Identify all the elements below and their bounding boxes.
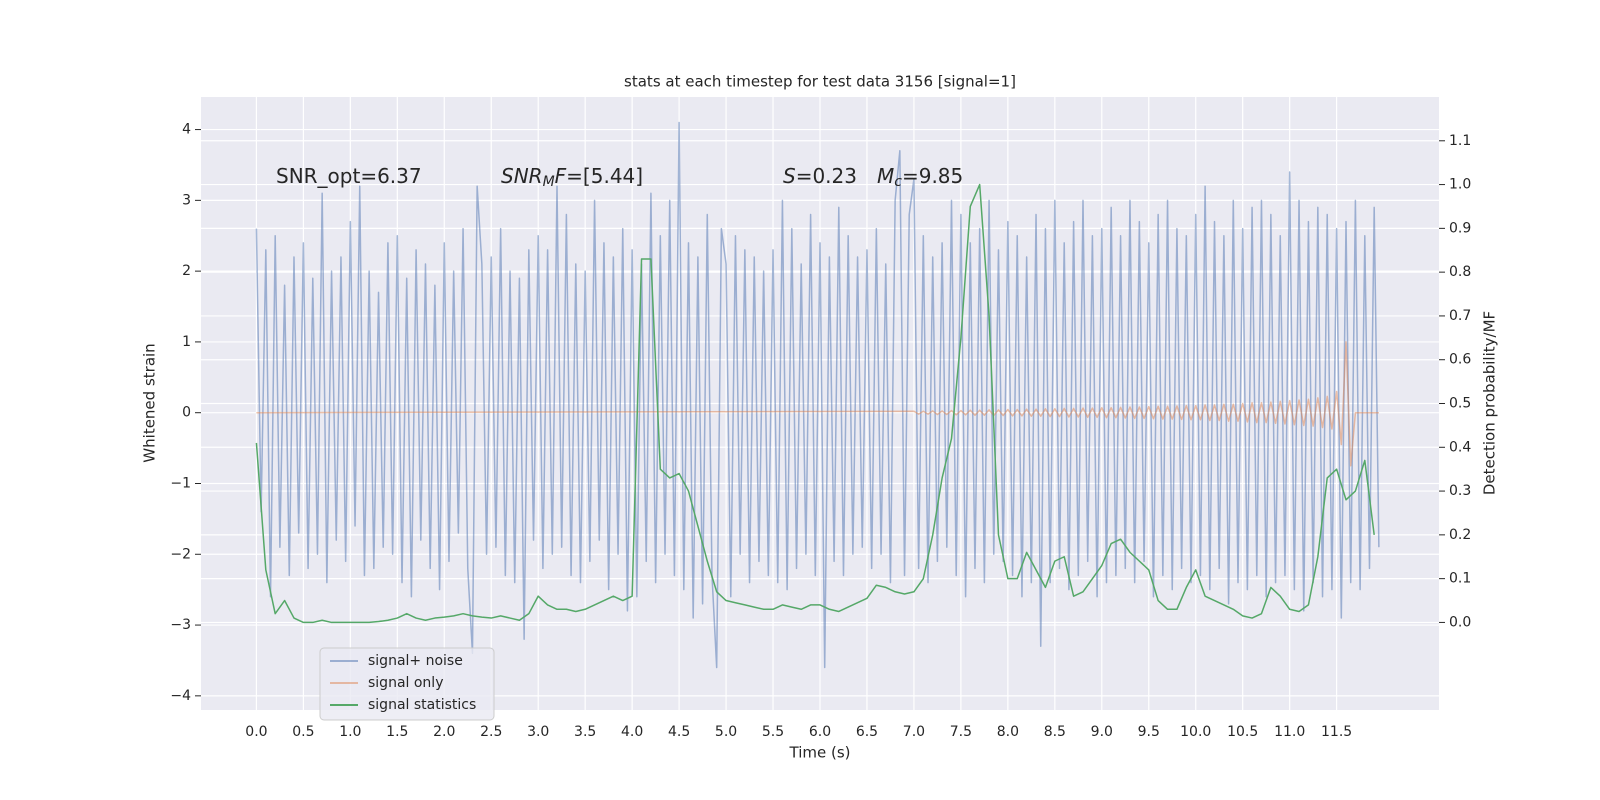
annotation: S=0.23: [783, 164, 857, 188]
legend-box: [319, 647, 495, 721]
annotation-part: M: [877, 164, 894, 188]
y2-tick-label: 0.9: [1449, 220, 1471, 236]
annotation: SNRMF=[5.44]: [501, 164, 643, 191]
y2-tick-label: 0.1: [1449, 571, 1471, 587]
x-tick-label: 9.0: [1091, 724, 1113, 740]
x-tick-label: 2.5: [480, 724, 502, 740]
annotation-part: M: [543, 174, 555, 190]
y-tick-label: 0: [182, 405, 191, 421]
axes: 0.0 0.5 1.0 1.5 2.0 2.5 3.0 3.5 4.0 4.5 5.0 5.5 6.0 6…: [170, 122, 1471, 740]
y2-tick-label: 0.4: [1449, 439, 1471, 455]
x-tick-label: 10.5: [1227, 724, 1258, 740]
annotation-part: =0.23: [796, 164, 857, 188]
x-tick-label: 8.5: [1044, 724, 1066, 740]
y2-tick-label: 0.8: [1449, 264, 1471, 280]
annotations: SNR_opt=6.37 SNRMF=[5.44] S=0.23 Mc=9.85: [276, 164, 963, 191]
y2-tick-label: 0.5: [1449, 396, 1471, 412]
x-tick-label: 10.0: [1180, 724, 1211, 740]
y2-tick-label: 0.3: [1449, 483, 1471, 499]
chart-title: stats at each timestep for test data 315…: [624, 73, 1016, 91]
legend-label: signal statistics: [368, 697, 476, 713]
annotation-part: SNR_opt=6.37: [276, 164, 422, 188]
annotation-part: F: [555, 164, 567, 188]
y-tick-label: 2: [182, 263, 191, 279]
y-tick-label: −1: [170, 475, 191, 491]
x-tick-label: 1.0: [339, 724, 361, 740]
x-tick-label: 11.5: [1321, 724, 1352, 740]
x-tick-label: 8.0: [997, 724, 1019, 740]
annotation: Mc=9.85: [877, 164, 963, 191]
x-tick-label: 7.0: [903, 724, 925, 740]
y-tick-label: 4: [182, 122, 191, 138]
series-line: [255, 121, 1380, 669]
y-tick-label: −2: [170, 546, 191, 562]
x-tick-label: 1.5: [386, 724, 408, 740]
x-tick-label: 0.0: [245, 724, 267, 740]
annotation-part: =9.85: [902, 164, 963, 188]
x-tick-label: 2.0: [433, 724, 455, 740]
x-tick-label: 5.5: [762, 724, 784, 740]
annotation-part: =[5.44]: [566, 164, 643, 188]
x-tick-label: 5.0: [715, 724, 737, 740]
legend-label: signal+ noise: [368, 653, 463, 669]
x-tick-label: 4.0: [621, 724, 643, 740]
y2-tick-label: 1.0: [1449, 177, 1471, 193]
legend-label: signal only: [368, 675, 443, 691]
x-tick-label: 0.5: [292, 724, 314, 740]
x-axis-label: Time (s): [789, 744, 851, 762]
x-tick-label: 7.5: [950, 724, 972, 740]
y2-tick-label: 0.7: [1449, 308, 1471, 324]
y2-tick-label: 0.2: [1449, 527, 1471, 543]
x-tick-label: 6.0: [809, 724, 831, 740]
y-axis-label: Whitened strain: [141, 343, 159, 462]
annotation: SNR_opt=6.37: [276, 164, 422, 188]
x-tick-label: 4.5: [668, 724, 690, 740]
y-tick-label: −3: [170, 617, 191, 633]
x-tick-label: 3.0: [527, 724, 549, 740]
plot-lines: [255, 121, 1380, 669]
annotation-part: SNR: [501, 164, 543, 188]
y-tick-label: 3: [182, 192, 191, 208]
x-tick-label: 6.5: [856, 724, 878, 740]
y-tick-label: 1: [182, 334, 191, 350]
series-line: [255, 183, 1375, 624]
annotation-part: S: [783, 164, 796, 188]
series-line: [256, 341, 1379, 467]
annotation-part: c: [894, 174, 902, 190]
y-tick-label: −4: [170, 688, 191, 704]
y2-tick-label: 0.0: [1449, 614, 1471, 630]
y2-tick-label: 1.1: [1449, 133, 1471, 149]
legend: signal+ noise signal only signal statistic…: [319, 647, 495, 721]
y2-tick-label: 0.6: [1449, 352, 1471, 368]
y2-axis-label: Detection probability/MF: [1481, 311, 1499, 495]
x-tick-label: 11.0: [1274, 724, 1305, 740]
x-tick-label: 9.5: [1138, 724, 1160, 740]
x-tick-label: 3.5: [574, 724, 596, 740]
